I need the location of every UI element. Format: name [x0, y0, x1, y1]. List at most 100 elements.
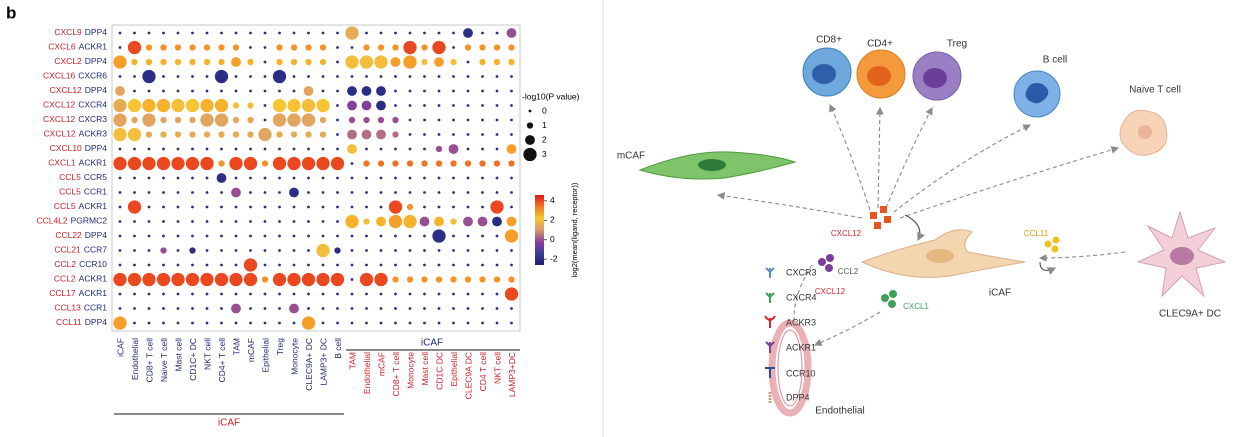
dot: [452, 31, 455, 35]
dot: [350, 292, 354, 296]
dot: [263, 147, 267, 151]
dot: [176, 75, 180, 78]
ligand-label: CXCL12: [815, 287, 846, 296]
ligand-label: CXCL12: [831, 229, 862, 238]
dot: [423, 249, 426, 252]
dot: [191, 89, 194, 93]
dot: [452, 249, 455, 252]
dot: [466, 147, 470, 151]
dot: [191, 292, 194, 296]
dot: [115, 86, 125, 96]
dot: [437, 104, 441, 107]
dot: [229, 156, 243, 171]
receptor-label: ACKR1: [79, 42, 108, 52]
dot: [118, 75, 122, 78]
ligand-label: CCL17: [49, 288, 76, 298]
dot: [437, 205, 441, 209]
dot: [278, 249, 281, 252]
receptor-label: CXCR3: [78, 114, 107, 124]
dot: [394, 292, 397, 296]
dot: [147, 263, 151, 267]
arrow: [716, 192, 863, 219]
dot: [307, 205, 310, 209]
dot: [220, 292, 223, 296]
dot: [272, 113, 287, 127]
dot: [307, 292, 310, 296]
dot: [289, 303, 299, 314]
dot: [365, 31, 368, 35]
dot: [162, 307, 165, 310]
dot: [147, 205, 151, 209]
dot: [321, 205, 325, 209]
dot: [301, 113, 316, 127]
dot: [156, 272, 171, 287]
dot: [319, 44, 327, 51]
dot: [321, 234, 325, 238]
dot: [481, 75, 484, 78]
vessel-lumen: [777, 329, 803, 407]
dot: [185, 272, 200, 287]
dot: [290, 58, 298, 66]
dot: [261, 160, 269, 167]
receptor-label: ACKR1: [79, 288, 108, 298]
dot: [133, 191, 136, 194]
x-tick-label: CLEC9A+ DC: [304, 338, 314, 391]
dot: [176, 89, 180, 93]
dot: [452, 176, 455, 180]
dot: [394, 307, 397, 310]
dot: [185, 156, 200, 171]
dot: [263, 263, 267, 267]
dot: [321, 75, 325, 78]
dot: [350, 75, 354, 78]
dot: [205, 147, 209, 151]
dot: [379, 249, 383, 252]
dot: [379, 176, 383, 180]
dot: [249, 321, 252, 325]
row-label: CCL11 DPP4: [56, 317, 107, 327]
dot: [290, 131, 298, 138]
x-tick-label: mCAF: [376, 352, 386, 376]
dot: [495, 118, 499, 122]
dot: [379, 263, 383, 267]
dot: [176, 307, 180, 310]
size-legend-dot: [523, 147, 537, 162]
dot: [191, 220, 194, 223]
dot: [263, 191, 267, 194]
dot: [263, 307, 267, 310]
dot: [423, 292, 426, 296]
x-tick-label: CD4 T cell: [478, 352, 488, 391]
cell-label: CD8+: [816, 35, 842, 46]
dot: [147, 147, 151, 151]
dot: [347, 100, 357, 111]
legend-label: DPP4: [786, 392, 810, 402]
dot: [330, 272, 345, 287]
dot: [466, 75, 470, 78]
dot: [336, 89, 339, 93]
dot: [272, 272, 287, 287]
dot: [258, 127, 272, 142]
dot: [437, 307, 441, 310]
dot: [234, 75, 238, 78]
arrow: [790, 264, 813, 330]
x-tick-label: CD4+ T cell: [217, 338, 227, 382]
dot: [495, 321, 499, 325]
x-tick-label: Mast cell: [173, 338, 183, 372]
dot: [263, 249, 267, 252]
receptor-label: CCR1: [84, 303, 107, 313]
row-label: CXCL12 CXCR3: [43, 114, 107, 124]
dot: [316, 156, 330, 171]
dot: [118, 191, 122, 194]
dot: [408, 31, 412, 35]
dot: [481, 321, 484, 325]
dot: [388, 200, 403, 214]
dot: [423, 31, 426, 35]
dot: [510, 176, 513, 180]
group-label: iCAF: [218, 418, 240, 429]
dot: [160, 58, 167, 66]
dot: [374, 272, 388, 287]
dot: [220, 249, 223, 252]
dot: [350, 278, 354, 281]
dot: [466, 176, 470, 180]
dot: [379, 31, 383, 35]
dot: [220, 220, 223, 223]
